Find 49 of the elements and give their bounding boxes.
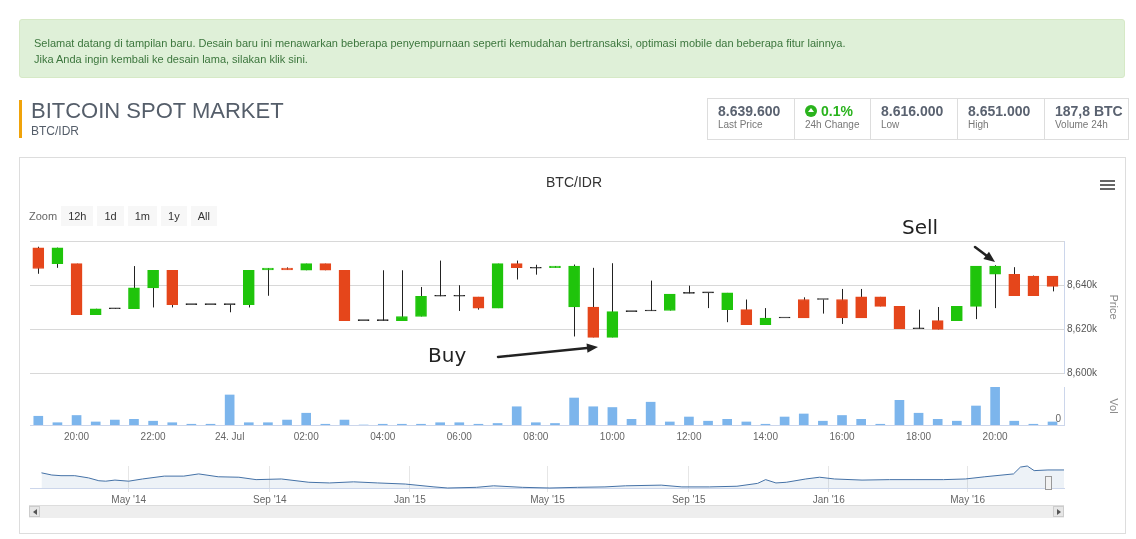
x-tick-label: Jan '15 xyxy=(393,493,427,505)
text: Volume 24h xyxy=(1055,119,1109,130)
x-tick-label: 10:00 xyxy=(599,430,626,442)
x-tick-label: 16:00 xyxy=(829,430,855,442)
y-tick-label: 8,620k xyxy=(1067,322,1099,334)
x-tick-label: Sep '14 xyxy=(253,493,288,505)
x-tick-label: 08:00 xyxy=(523,430,549,442)
text: 1d xyxy=(97,206,124,226)
text: 1m xyxy=(127,206,158,226)
text: 8.639.600 xyxy=(718,103,781,119)
x-tick-label: Sep '15 xyxy=(671,493,706,505)
x-tick-label: 04:00 xyxy=(370,430,396,442)
x-tick-label: 22:00 xyxy=(140,430,167,442)
text: Selamat datang di tampilan baru. Desain baru ini menawarkan beberapa penyempurnaan seperti kemudahan bertransaksi, optimasi mobile dan beberapa fitur lainnya. xyxy=(34,36,847,51)
chart-title: BTC/IDR xyxy=(545,174,603,190)
text: Zoom xyxy=(29,210,58,222)
x-tick-label: 18:00 xyxy=(906,430,932,442)
x-tick-label: May '15 xyxy=(530,493,566,505)
y-tick-label: 8,640k xyxy=(1067,278,1099,290)
x-tick-label: 02:00 xyxy=(293,430,320,442)
text: 187,8 BTC xyxy=(1055,103,1123,119)
x-tick-label: 24. Jul xyxy=(214,430,245,442)
y-axis-title: Price xyxy=(1108,294,1121,320)
text: Last Price xyxy=(718,119,764,130)
text: 8.616.000 xyxy=(881,103,944,119)
x-tick-label: 20:00 xyxy=(64,430,90,442)
text: BITCOIN SPOT MARKET xyxy=(31,98,284,124)
text: 8.651.000 xyxy=(968,103,1031,119)
x-tick-label: 14:00 xyxy=(752,430,779,442)
text: 24h Change xyxy=(805,119,860,130)
text: Jika Anda ingin kembali ke desain lama, silakan klik sini. xyxy=(34,52,309,67)
text: Low xyxy=(881,119,901,130)
x-tick-label: May '14 xyxy=(111,493,147,505)
x-tick-label: May '16 xyxy=(950,493,986,505)
text: BTC/IDR xyxy=(31,124,79,138)
y-axis-title: Vol xyxy=(1108,398,1121,414)
text: All xyxy=(190,206,217,226)
text: 1y xyxy=(161,206,187,226)
annotation: 0 xyxy=(1055,412,1062,424)
text: 12h xyxy=(61,206,94,226)
x-tick-label: 12:00 xyxy=(676,430,702,442)
x-tick-label: 20:00 xyxy=(982,430,1009,442)
x-tick-label: 06:00 xyxy=(446,430,473,442)
y-tick-label: 8,600k xyxy=(1067,366,1099,378)
text: Sell xyxy=(902,215,939,239)
text: 0.1% xyxy=(821,103,853,119)
annotation: Buy xyxy=(428,343,467,367)
x-tick-label: Jan '16 xyxy=(812,493,846,505)
text: High xyxy=(968,119,990,130)
